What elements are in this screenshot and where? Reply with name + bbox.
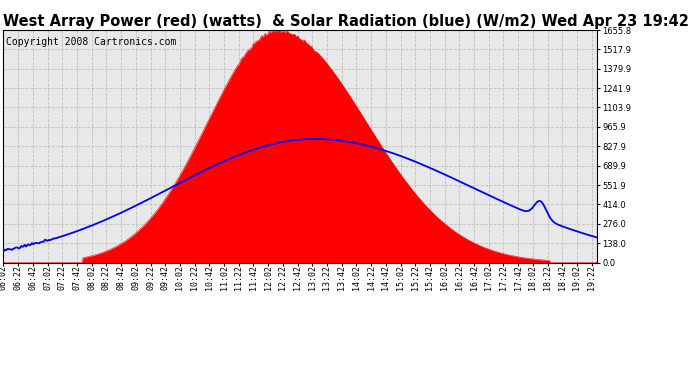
Text: Copyright 2008 Cartronics.com: Copyright 2008 Cartronics.com [6,37,177,47]
Text: West Array Power (red) (watts)  & Solar Radiation (blue) (W/m2) Wed Apr 23 19:42: West Array Power (red) (watts) & Solar R… [3,14,689,29]
